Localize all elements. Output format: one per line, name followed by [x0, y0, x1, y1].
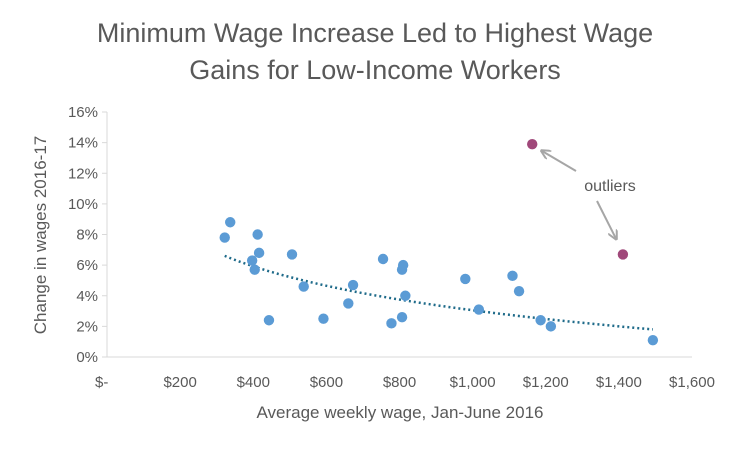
chart-title-line-1: Minimum Wage Increase Led to Highest Wag…: [96, 18, 654, 48]
data-point: [535, 315, 546, 326]
data-point: [513, 285, 525, 297]
data-point: [263, 315, 275, 326]
x-tick-label: $200: [163, 374, 196, 391]
data-point: [377, 253, 389, 265]
data-point: [460, 273, 471, 285]
y-tick-label: 16%: [68, 104, 98, 121]
annotation-arrow: [542, 151, 577, 172]
data-point: [252, 229, 263, 240]
data-point: [219, 232, 230, 243]
data-point: [545, 321, 557, 332]
x-tick-label: $-: [95, 374, 108, 391]
outlier-point: [617, 249, 629, 260]
data-point: [397, 259, 409, 271]
annotation-arrow: [596, 200, 616, 238]
chart-title-line-2: Gains for Low-Income Workers: [189, 55, 561, 85]
data-point: [507, 270, 518, 282]
x-tick-label: $1,000: [450, 374, 496, 391]
y-tick-label: 6%: [76, 257, 98, 274]
data-point: [400, 290, 411, 301]
data-point: [347, 279, 359, 291]
y-tick-label: 10%: [68, 196, 98, 213]
x-axis-label: Average weekly wage, Jan-June 2016: [257, 403, 544, 422]
annotation-label: outliers: [584, 178, 636, 195]
data-point: [343, 298, 354, 309]
y-tick-label: 8%: [76, 227, 98, 244]
outlier-point: [527, 138, 538, 150]
data-point: [249, 264, 260, 275]
y-tick-label: 12%: [68, 165, 98, 182]
x-tick-labels: $- $200 $400 $600 $800 $1,000 $1,200 $1,400 $1,6…: [95, 374, 715, 391]
x-tick-label: $1,200: [523, 374, 569, 391]
trendline: [224, 254, 654, 331]
data-points: [219, 138, 659, 346]
y-tick-label: 14%: [68, 135, 98, 152]
data-point: [473, 304, 485, 315]
x-tick-label: $400: [237, 374, 270, 391]
data-point: [253, 247, 265, 259]
data-point: [647, 334, 659, 346]
data-point: [246, 255, 258, 266]
data-point: [225, 217, 236, 228]
y-tick-labels: 0% 2% 4% 6% 8% 10% 12% 14% 16%: [68, 104, 107, 366]
data-point: [386, 318, 397, 329]
x-tick-label: $800: [383, 374, 416, 391]
y-tick-label: 4%: [76, 288, 98, 305]
trendline-path: [224, 254, 654, 331]
outliers-annotation: outliers: [542, 151, 636, 238]
x-tick-label: $1,600: [669, 374, 715, 391]
x-tick-label: $1,400: [596, 374, 642, 391]
y-tick-label: 2%: [76, 318, 98, 335]
data-point: [396, 311, 408, 323]
data-point: [298, 281, 309, 292]
y-axis-label: Change in wages 2016-17: [31, 136, 50, 334]
x-tick-label: $600: [310, 374, 343, 391]
y-tick-label: 0%: [76, 349, 98, 366]
data-point: [286, 249, 298, 260]
data-point: [318, 313, 329, 324]
